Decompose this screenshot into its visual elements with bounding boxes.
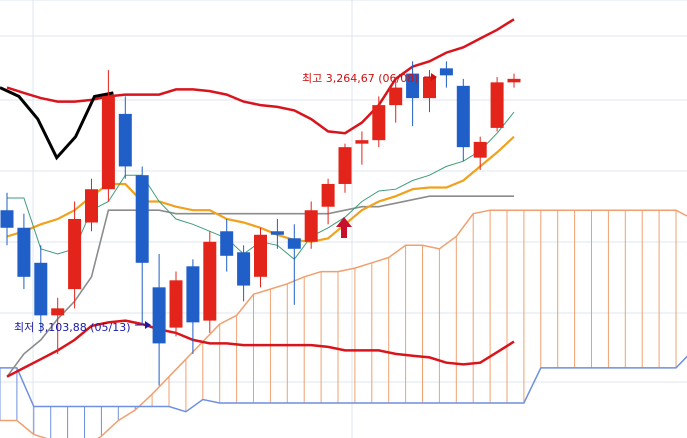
candle-body xyxy=(85,189,98,223)
candle-body xyxy=(473,141,487,158)
candle xyxy=(186,259,200,354)
candle xyxy=(389,78,403,123)
candle-body xyxy=(17,227,31,277)
candle xyxy=(507,73,521,88)
candle-body xyxy=(321,183,335,207)
candle xyxy=(287,224,301,305)
candle xyxy=(473,136,487,170)
candle xyxy=(338,143,352,193)
candle xyxy=(406,61,420,127)
markers xyxy=(135,73,437,329)
candle-body xyxy=(186,266,200,323)
high-annotation: 최고 3,264,67 (06/08) xyxy=(302,72,419,85)
high-arrow-head xyxy=(431,73,437,81)
candle-body xyxy=(338,147,352,184)
candle xyxy=(237,245,251,302)
candle-body xyxy=(135,175,149,263)
candle-body xyxy=(203,241,217,321)
candle xyxy=(490,77,504,132)
cloud-span-b xyxy=(0,355,687,413)
candle-body xyxy=(355,140,369,144)
candle-body xyxy=(456,85,470,148)
candle xyxy=(439,61,453,88)
candle xyxy=(254,227,267,288)
candle-body xyxy=(68,219,82,290)
candle xyxy=(203,231,217,333)
candle xyxy=(51,297,65,354)
candle-body xyxy=(406,73,420,99)
candle-body xyxy=(220,231,234,256)
bollinger-lower xyxy=(6,319,515,378)
cloud-span-a xyxy=(0,209,687,438)
candle-body xyxy=(423,77,436,99)
candle-body xyxy=(389,87,403,106)
ma-long-line xyxy=(6,195,514,378)
candle xyxy=(17,213,31,290)
candle xyxy=(0,192,14,246)
candle-body xyxy=(118,113,132,167)
candle xyxy=(169,271,183,337)
candle-body xyxy=(287,238,301,249)
candle xyxy=(220,219,234,272)
candle xyxy=(270,219,284,249)
candle-body xyxy=(51,308,65,316)
candle-body xyxy=(490,82,504,128)
candle-body xyxy=(34,262,48,316)
candle-body xyxy=(237,252,251,286)
candle xyxy=(135,166,149,325)
candle-body xyxy=(169,280,183,328)
candle-body xyxy=(254,234,267,277)
candle-body xyxy=(152,287,166,344)
candle xyxy=(321,178,335,225)
candles xyxy=(0,61,521,386)
candle xyxy=(118,96,132,179)
candle xyxy=(355,131,369,165)
candle xyxy=(152,254,166,386)
candle xyxy=(85,178,98,232)
candle-body xyxy=(439,68,453,76)
buy-signal-arrow xyxy=(336,217,352,238)
low-annotation: 최저 3,103,88 (05/13) xyxy=(14,321,131,334)
candle xyxy=(456,78,470,162)
candle-body xyxy=(270,231,284,235)
candle xyxy=(68,201,82,309)
candle xyxy=(34,245,48,333)
lagging-span xyxy=(0,86,114,161)
candle-body xyxy=(101,96,115,190)
candle-body xyxy=(507,78,521,83)
ichimoku-cloud xyxy=(0,209,687,438)
low-arrow-head xyxy=(145,321,151,329)
candle xyxy=(304,201,318,249)
candle-body xyxy=(304,210,318,242)
candle xyxy=(101,70,115,202)
candle xyxy=(372,96,386,148)
candle-body xyxy=(0,210,14,228)
candle-body xyxy=(372,105,386,141)
ma-mid-line xyxy=(6,135,515,243)
